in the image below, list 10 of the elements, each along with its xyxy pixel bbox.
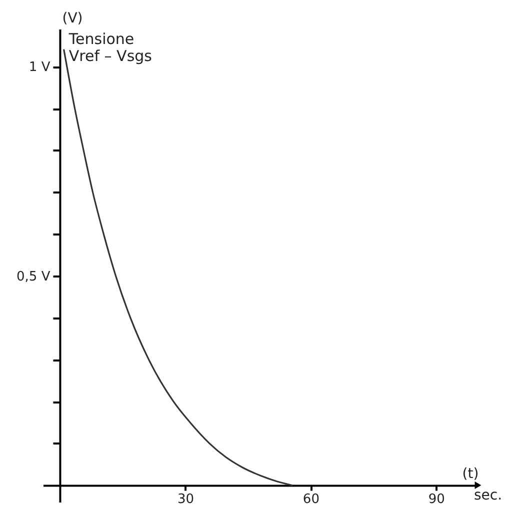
- x-tick-label: 90: [428, 492, 445, 507]
- x-axis-title: (t): [462, 466, 479, 482]
- annotation: sec.: [474, 487, 502, 504]
- line-series: [63, 49, 293, 486]
- y-tick-label: 1 V: [28, 60, 50, 76]
- x-tick-label: 30: [177, 492, 194, 507]
- y-axis-title: (V): [62, 10, 83, 26]
- y-tick-label: 0,5 V: [16, 269, 50, 284]
- series-label: Tensione Vref – Vsgs: [68, 30, 152, 65]
- x-tick-label: 60: [302, 492, 320, 507]
